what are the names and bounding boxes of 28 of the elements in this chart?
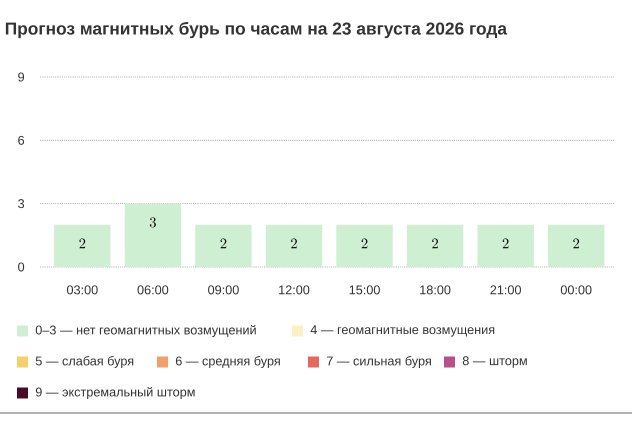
- data-label: 2: [502, 238, 509, 248]
- x-tick-label: 06:00: [138, 285, 168, 294]
- data-label: 2: [573, 238, 580, 248]
- legend-label: 4 — геомагнитные возмущения: [310, 325, 494, 337]
- data-label: 2: [79, 238, 86, 248]
- legend-label: 8 — шторм: [462, 356, 527, 368]
- legend-label: 6 — средняя буря: [176, 356, 280, 368]
- y-tick-label: 0: [18, 262, 24, 272]
- legend-label: 9 — экстремальный шторм: [36, 386, 195, 400]
- x-tick-label: 09:00: [208, 285, 239, 294]
- legend-label: 5 — слабая буря: [36, 356, 134, 368]
- y-tick-label: 9: [18, 72, 24, 82]
- data-label: 2: [362, 238, 368, 248]
- legend-label: 7 — сильная буря: [326, 356, 431, 368]
- x-tick-label: 18:00: [420, 285, 450, 294]
- data-label: 2: [432, 238, 438, 248]
- y-tick-label: 6: [18, 136, 24, 145]
- data-label: 2: [220, 238, 226, 248]
- x-tick-label: 21:00: [490, 285, 521, 294]
- data-label: 2: [291, 238, 297, 248]
- x-tick-label: 15:00: [350, 285, 380, 294]
- x-tick-label: 00:00: [560, 285, 592, 294]
- y-tick-label: 3: [18, 199, 24, 208]
- data-label: 3: [150, 217, 156, 228]
- x-tick-label: 03:00: [66, 285, 98, 294]
- x-tick-label: 12:00: [279, 285, 310, 294]
- chart-title: Прогноз магнитных бурь по часам на 23 августа 2026 года: [6, 22, 508, 38]
- legend-label: 0–3 — нет геомагнитных возмущений: [36, 324, 256, 338]
